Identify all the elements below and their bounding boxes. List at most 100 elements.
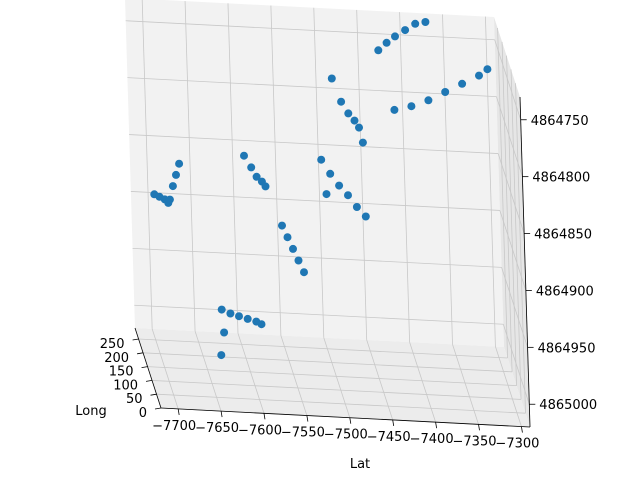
z-tick-label: 4864750 [531,114,589,129]
data-point [326,169,335,178]
grid-line [499,210,527,291]
grid-line [501,41,513,372]
grid-line [495,346,522,427]
data-point [243,314,252,323]
grid-line [143,352,513,373]
floor-pane [135,328,530,427]
data-point [401,26,410,35]
data-point [483,65,492,74]
z-axis-line [519,96,531,428]
grid-line [147,366,517,387]
x-tick-label: −7500 [324,428,368,443]
x-tick-mark [435,422,437,429]
data-point [261,182,270,191]
x-tick-mark [349,417,352,424]
z-tick-label: 4864900 [536,284,594,299]
grid-line [502,324,530,405]
data-point [300,268,308,277]
grid-line [194,330,222,412]
data-point [283,233,292,242]
data-point [458,79,467,88]
x-axis-line [160,407,531,428]
data-point [350,116,359,125]
data-point [391,32,399,41]
x-tick-mark [392,419,395,426]
grid-line [442,14,453,345]
data-point [358,138,367,147]
x-tick-mark [263,413,266,420]
data-point [352,203,361,211]
grid-line [132,247,502,268]
y-tick-label: 200 [104,351,129,366]
x-tick-label: −7400 [410,432,454,447]
y-tick-label: 0 [139,406,147,421]
data-point [217,351,226,360]
y-tick-mark [154,407,162,410]
grid-line [151,328,179,410]
data-point [278,221,286,230]
data-point [217,305,226,314]
data-point [322,190,331,199]
y-tick-mark [137,352,144,355]
data-point [390,105,399,114]
x-tick-label: −7300 [495,437,539,452]
grid-line [506,55,517,386]
data-point [361,212,370,221]
y-tick-mark [141,366,148,369]
data-point [235,312,243,321]
x-tick-mark [521,426,523,433]
data-point [172,170,180,179]
grid-line [141,0,153,329]
data-point [327,74,336,83]
z-tick-label: 4865000 [539,398,597,413]
y-tick-mark [145,380,153,382]
x-tick-mark [478,424,480,431]
grid-line [356,9,368,340]
axis-panes [125,0,530,427]
z-tick-label: 4864950 [538,341,596,356]
y-tick-label: 100 [113,378,138,393]
data-point [175,159,184,168]
grid-line [129,134,499,154]
grid-line [130,191,500,211]
grid-line [409,342,436,423]
data-point [257,320,266,329]
x-tick-mark [306,415,309,422]
grid-line [270,5,282,336]
x-tick-label: −7550 [281,426,325,441]
x-axis-label: Lat [350,457,370,472]
grid-line [494,39,522,120]
tick-labels: −7700−7650−7600−7550−7500−7450−7400−7350… [100,114,597,452]
grid-line [237,333,265,414]
z-tick-label: 4864850 [534,228,592,243]
grid-line [227,3,239,334]
grid-line [496,96,523,177]
grid-line [510,69,522,400]
data-point [382,38,391,47]
y-tick-label: 250 [100,337,125,352]
grid-line [156,393,526,414]
data-point [344,109,353,118]
data-point [226,309,235,318]
data-point [355,123,363,132]
data-point [424,96,433,105]
x-tick-label: −7600 [238,423,282,438]
y-tick-label: 150 [109,365,134,380]
grid-line [138,338,508,359]
data-point [317,155,326,164]
data-point [337,97,346,106]
x-tick-mark [177,408,180,415]
data-points [150,18,492,360]
grid-line [497,153,525,234]
x-tick-label: −7650 [195,421,239,436]
x-tick-label: −7450 [367,430,411,445]
y-tick-label: 50 [126,392,143,407]
grid-line [452,344,479,425]
y-tick-mark [150,393,157,396]
grid-line [152,380,522,400]
data-point [421,18,430,26]
y-tick-mark [132,338,139,341]
grid-line [134,304,504,325]
grid-line [313,7,325,338]
